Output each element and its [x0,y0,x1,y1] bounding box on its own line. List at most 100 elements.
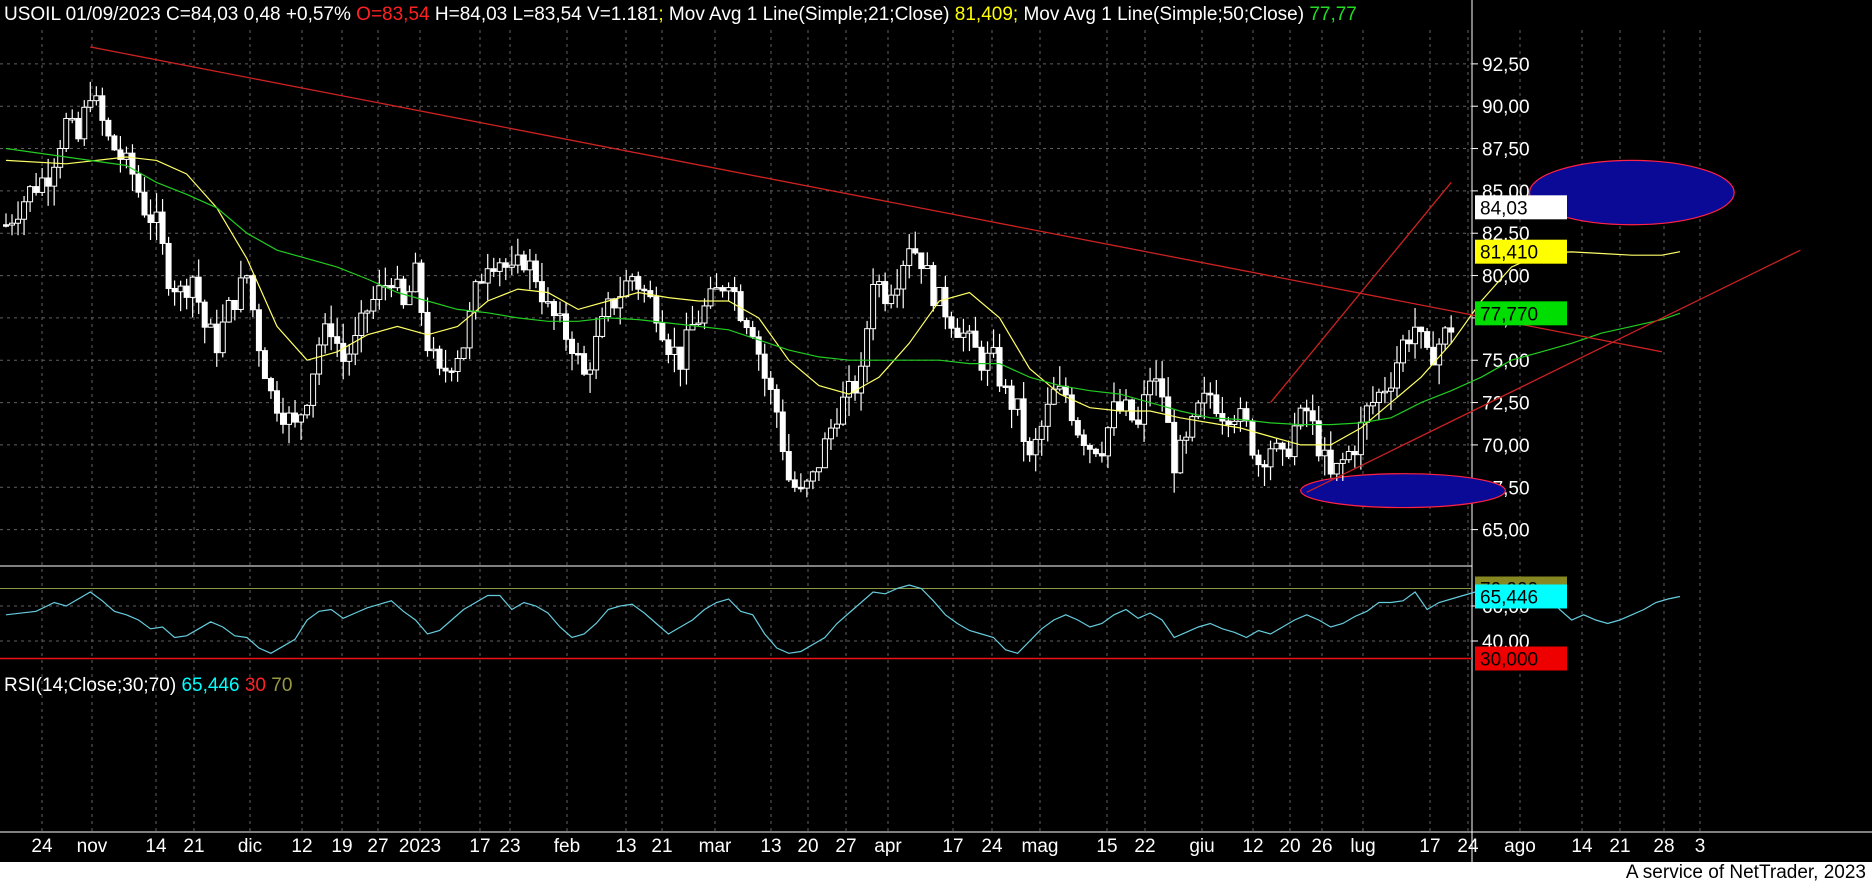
change-value: 0,48 [243,4,281,25]
x-tick-label: giu [1189,836,1214,857]
candle-body [454,358,461,372]
candle-body [496,262,503,272]
candle-body [171,287,178,293]
candlesticks [3,81,1455,498]
change-pct: +0,57% [285,4,351,25]
x-tick-label: feb [554,836,580,857]
candle-body [1044,403,1051,427]
candle-body [966,330,973,334]
x-tick-label: 14 [1571,836,1593,857]
rsi-value: 65,446 [181,675,240,696]
trendline [1306,249,1801,493]
rsi-high: 70 [271,675,293,696]
candle-body [1189,416,1196,438]
trendline [1270,182,1452,403]
candle-body [3,224,9,227]
candle-body [448,370,455,373]
candle-body [924,265,931,270]
candle-body [135,173,142,193]
candle-body [532,260,539,283]
candle-body [1080,434,1087,446]
x-tick-label: 21 [183,836,204,857]
candle-body [1339,459,1346,464]
candle-body [75,117,82,140]
candle-body [15,218,22,224]
candle-body [1345,451,1352,461]
candle-body [1363,405,1370,423]
x-tick-label: ago [1504,836,1536,857]
rsi-last-label: 65,446 [1480,587,1538,608]
candle-body [1141,394,1148,425]
candle-body [159,211,166,244]
candle-body [207,323,214,328]
candle-body [183,285,190,298]
highlight-ellipse [1300,473,1506,509]
candle-body [695,322,702,326]
rsi-line [5,584,1681,654]
candle-body [978,346,985,371]
x-tick-label: 28 [1653,836,1674,857]
x-tick-label: 17 [1419,836,1440,857]
candle-body [81,106,88,140]
y-tick-label: 90,00 [1482,97,1530,118]
candle-body [1375,391,1382,403]
candle-body [1038,425,1045,440]
highlight-ellipses [1300,159,1735,509]
volume-value: V=1.181 [587,4,659,25]
candle-body [840,396,846,425]
candle-body [520,254,527,271]
candle-body [1062,385,1069,396]
last-price-label: 84,03 [1480,198,1528,219]
last-price-label: 81,410 [1480,243,1538,264]
candle-body [436,348,443,369]
candle-body [111,135,118,151]
candle-body [936,286,943,307]
rsi-low: 30 [244,675,266,696]
candle-body [665,339,672,355]
x-tick-label: nov [77,836,108,857]
candle-body [888,294,895,305]
x-tick-label: 12 [1242,836,1263,857]
candle-body [526,260,533,271]
candle-body [39,177,46,193]
candle-body [1104,427,1111,457]
candle-body [1147,380,1154,396]
candle-body [1237,408,1244,422]
candle-body [767,377,774,390]
candle-body [1171,421,1178,474]
y-tick-label: 72,50 [1482,394,1530,415]
candle-body [912,248,919,254]
candle-body [322,323,329,346]
rsi-panel: 40,0060,00 [0,584,1681,660]
candle-body [243,275,250,279]
candle-body [761,353,768,379]
candle-body [1315,420,1322,457]
candle-body [478,281,485,284]
x-tick-label: 15 [1096,836,1117,857]
candle-body [502,262,509,268]
candle-body [1068,394,1075,422]
x-tick-label: 24 [981,836,1003,857]
candle-body [279,412,286,425]
candle-body [821,438,828,469]
y-tick-label: 87,50 [1482,140,1530,161]
candle-body [1116,401,1123,412]
candle-body [1327,449,1334,475]
candle-body [1243,408,1250,422]
candle-body [514,254,521,266]
candle-body [105,119,112,137]
x-tick-label: 17 [469,836,490,857]
x-tick-label: 19 [331,836,352,857]
candle-body [581,353,588,375]
candle-body [677,346,684,370]
candle-body [623,280,630,298]
candle-body [1165,396,1172,423]
rsi-label: RSI(14;Close;30;70) [4,675,177,696]
y-tick-label: 65,00 [1482,521,1530,542]
candle-body [833,423,840,429]
candle-body [990,347,997,354]
candle-body [1309,410,1316,422]
candle-body [894,288,901,296]
candle-body [1231,420,1238,426]
